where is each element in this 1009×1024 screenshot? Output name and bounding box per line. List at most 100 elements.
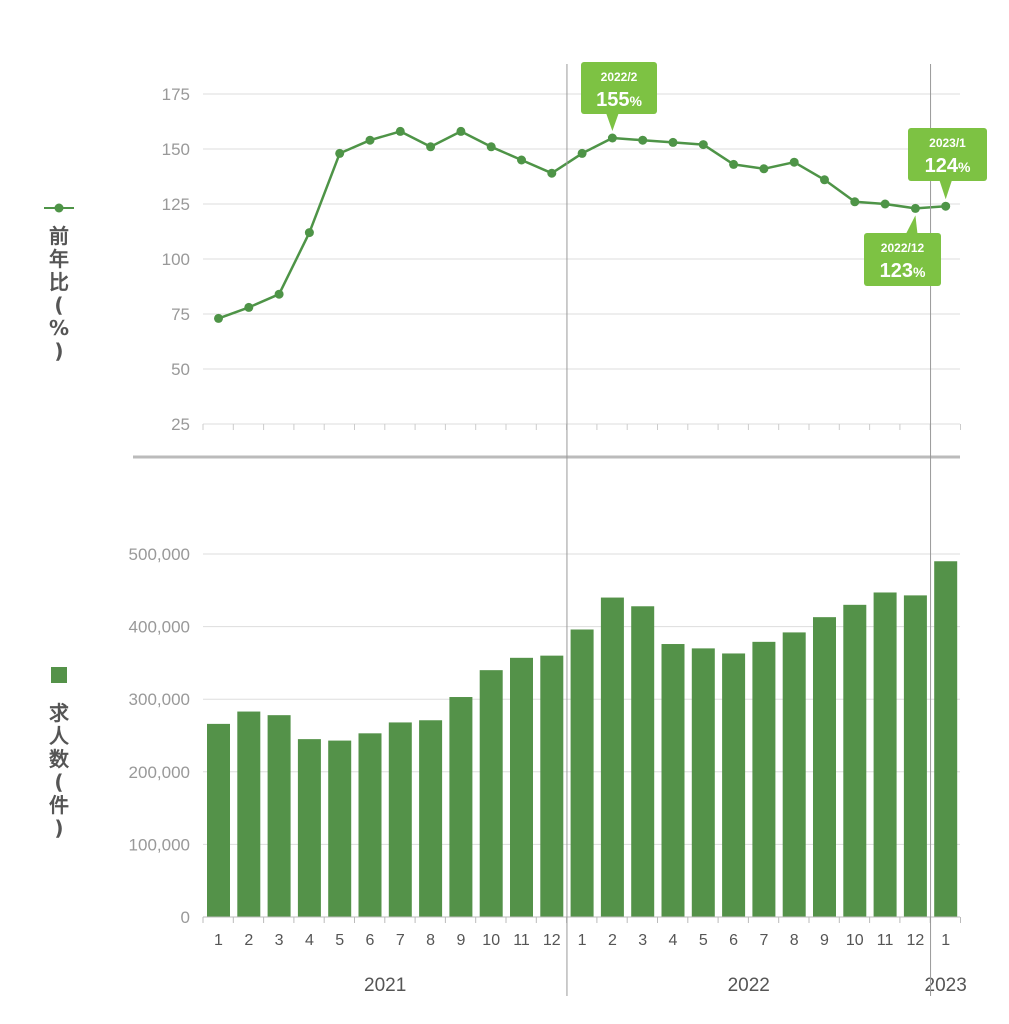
job-count-bar	[479, 670, 503, 917]
yoy-data-point	[486, 142, 496, 152]
yoy-data-point	[426, 142, 436, 152]
callout-value: 123	[880, 260, 913, 282]
month-tick-label: 10	[846, 932, 864, 949]
job-count-bar	[903, 595, 927, 917]
month-tick-label: 6	[366, 932, 375, 949]
job-count-bar	[570, 629, 594, 917]
month-tick-label: 12	[907, 932, 925, 949]
bar-y-tick-label: 0	[181, 908, 190, 927]
callout-value: 124	[925, 155, 959, 177]
job-count-bar	[328, 740, 352, 917]
line-y-tick-label: 50	[171, 360, 190, 379]
bar-y-tick-label: 200,000	[129, 763, 190, 782]
line-y-axis-label-char: )	[54, 339, 63, 363]
yoy-data-point	[789, 157, 799, 167]
callout-box	[908, 128, 987, 181]
yoy-data-point	[910, 203, 920, 213]
yoy-data-point	[214, 313, 223, 323]
month-tick-label: 5	[335, 932, 344, 949]
yoy-data-point	[335, 148, 345, 158]
line-y-axis-label-char: 年	[49, 247, 69, 271]
callout-pointer	[606, 114, 619, 131]
callout-date: 2023/1	[929, 136, 966, 150]
callout-value: 155	[596, 89, 629, 111]
month-tick-label: 3	[275, 932, 284, 949]
bar-y-tick-label: 300,000	[129, 690, 190, 709]
month-tick-label: 11	[877, 932, 894, 949]
job-count-bar	[207, 723, 230, 917]
line-y-tick-label: 150	[162, 140, 190, 159]
bar-y-axis-label-char: 人	[49, 724, 70, 748]
job-count-bar	[813, 617, 836, 917]
line-legend-marker-dot	[54, 203, 64, 213]
job-count-bar	[237, 711, 261, 917]
callout-pointer	[939, 181, 952, 200]
month-tick-label: 9	[456, 932, 465, 949]
job-count-bar	[752, 641, 776, 917]
job-count-bar	[510, 657, 533, 917]
callout-unit: %	[958, 159, 971, 175]
line-y-tick-label: 100	[162, 250, 190, 269]
month-tick-label: 10	[482, 932, 500, 949]
yoy-data-point	[759, 164, 769, 174]
month-tick-label: 4	[669, 932, 678, 949]
line-y-axis-label-char: 比	[49, 270, 69, 294]
yoy-data-point	[638, 135, 648, 145]
callout-unit: %	[629, 93, 642, 109]
line-y-tick-label: 75	[171, 305, 190, 324]
job-count-bar	[297, 739, 321, 917]
month-tick-label: 1	[941, 932, 950, 949]
callout-value-text: 124%	[925, 155, 971, 177]
month-tick-label: 12	[543, 932, 561, 949]
bar-y-tick-label: 500,000	[129, 545, 190, 564]
callouts: 2022/2 155% 2023/1 124% 2022/12 123%	[581, 62, 987, 286]
line-y-axis-label-char: 前	[49, 224, 69, 248]
line-y-axis-label-char: %	[49, 316, 69, 340]
job-count-bar	[722, 653, 746, 917]
yoy-data-point	[244, 302, 254, 312]
job-count-bar	[782, 632, 806, 917]
month-tick-label: 1	[214, 932, 223, 949]
job-count-bar	[661, 644, 685, 917]
callout-2022-2: 2022/2 155%	[581, 62, 657, 131]
job-count-bar	[449, 697, 473, 917]
callout-date: 2022/2	[601, 70, 638, 84]
job-count-bar	[934, 561, 958, 917]
yoy-data-point	[456, 126, 466, 136]
yoy-data-point	[820, 175, 829, 185]
callout-2023-1: 2023/1 124%	[908, 128, 987, 200]
month-tick-label: 4	[305, 932, 314, 949]
callout-date: 2022/12	[881, 241, 925, 255]
year-label: 2023	[925, 975, 967, 996]
month-tick-label: 11	[513, 932, 530, 949]
line-y-tick-label: 25	[171, 415, 190, 434]
callout-box	[581, 62, 657, 114]
callout-pointer	[906, 215, 918, 233]
job-count-bar	[419, 720, 443, 917]
month-tick-label: 7	[759, 932, 768, 949]
job-count-bar	[873, 592, 897, 917]
month-tick-label: 2	[244, 932, 253, 949]
month-tick-label: 5	[699, 932, 708, 949]
yoy-data-point	[517, 155, 526, 165]
month-tick-label: 3	[638, 932, 647, 949]
job-count-bar	[600, 597, 624, 917]
job-count-bar-chart: 0 100,000 200,000 300,000 400,000 500,000	[129, 545, 961, 927]
yoy-data-point	[880, 199, 890, 209]
job-count-bar	[267, 715, 291, 917]
callout-2022-12: 2022/12 123%	[864, 215, 941, 286]
yoy-data-point	[274, 289, 284, 299]
line-y-axis-label-char: (	[54, 293, 63, 317]
callout-value-text: 123%	[880, 260, 926, 282]
job-count-bar	[540, 655, 564, 917]
yoy-data-point	[365, 135, 375, 145]
bar-y-tick-label: 400,000	[129, 618, 190, 637]
line-y-tick-label: 125	[162, 195, 190, 214]
yoy-data-point	[729, 159, 739, 169]
job-count-bar	[388, 722, 412, 917]
axis-labels: 前年比(%)求人数(件)	[44, 203, 74, 840]
job-count-bar	[358, 733, 382, 917]
bar-y-axis-label-char: 件	[49, 793, 69, 817]
month-tick-label: 6	[729, 932, 738, 949]
month-tick-label: 8	[790, 932, 799, 949]
